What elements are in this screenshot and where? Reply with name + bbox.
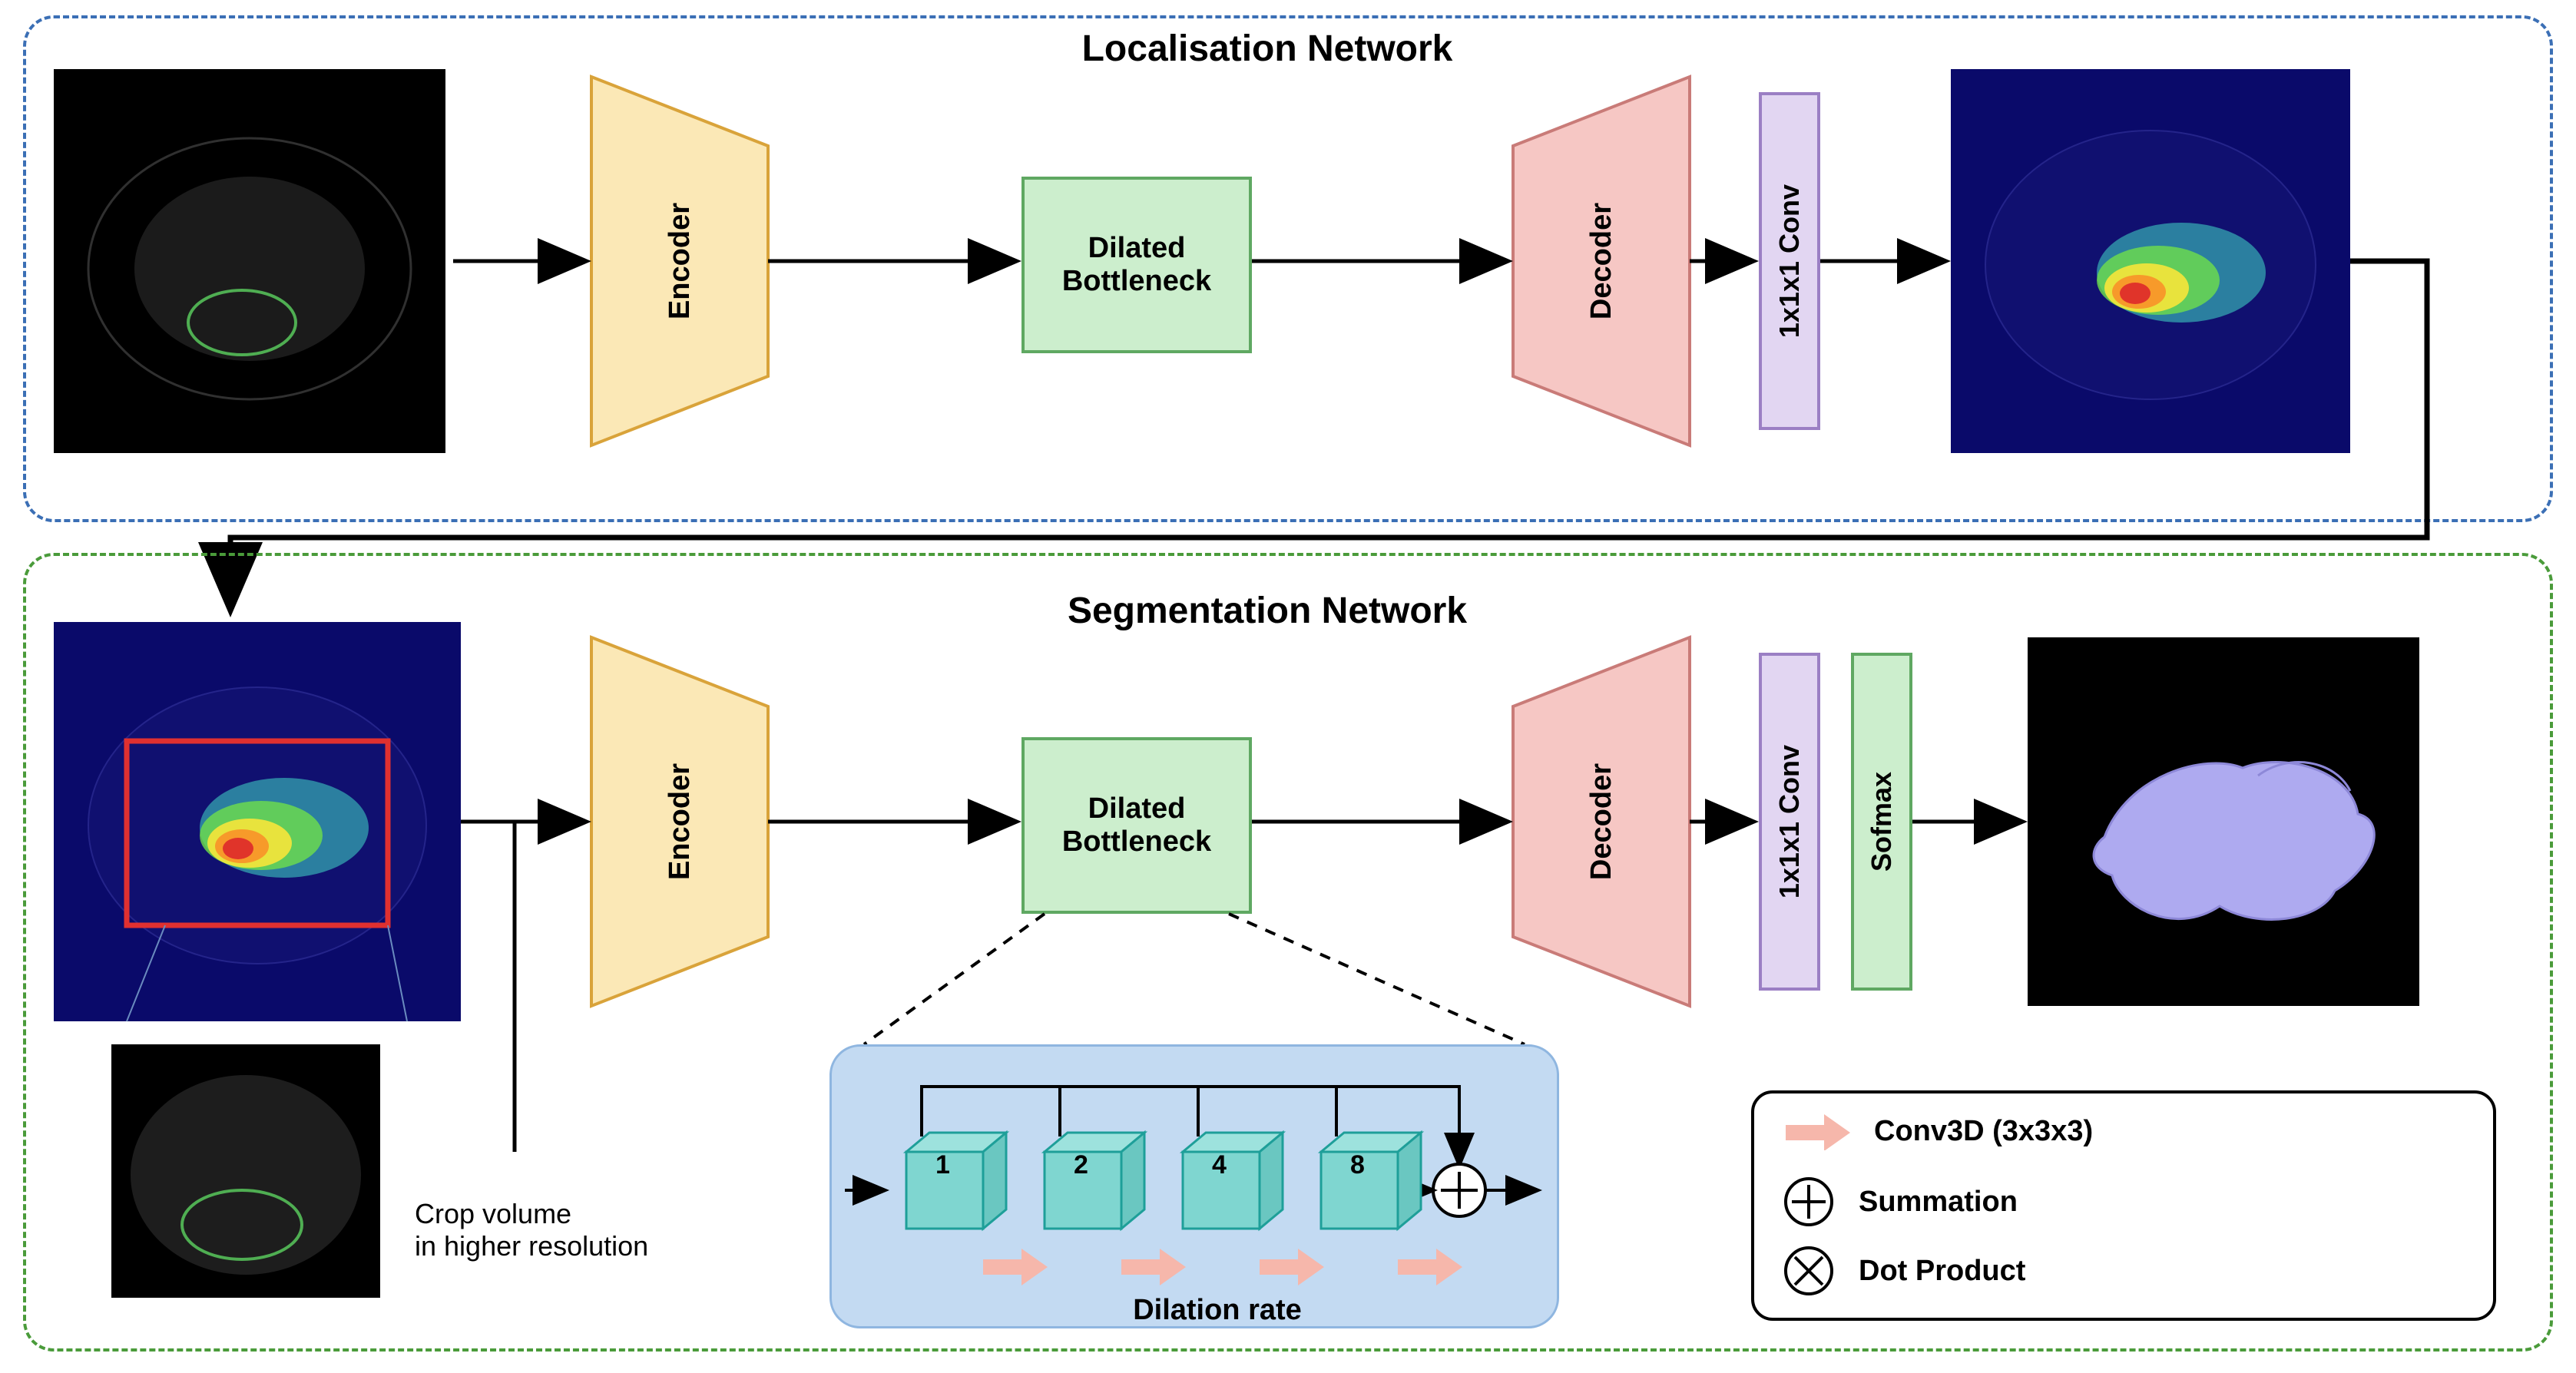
conv3d-arrow-icon: [1782, 1112, 1851, 1150]
legend-conv3d-label: Conv3D (3x3x3): [1874, 1115, 2093, 1148]
dotproduct-icon: [1782, 1244, 1836, 1298]
legend-row-dotproduct: Dot Product: [1782, 1244, 2025, 1298]
dilation-caption: Dilation rate: [1045, 1294, 1390, 1327]
summation-icon: [1782, 1175, 1836, 1229]
dilation-pink-arrows: [829, 1044, 1559, 1328]
legend-summation-label: Summation: [1859, 1186, 2018, 1219]
legend-row-conv3d: Conv3D (3x3x3): [1782, 1112, 2093, 1150]
legend-row-summation: Summation: [1782, 1175, 2018, 1229]
legend-dotproduct-label: Dot Product: [1859, 1255, 2025, 1288]
